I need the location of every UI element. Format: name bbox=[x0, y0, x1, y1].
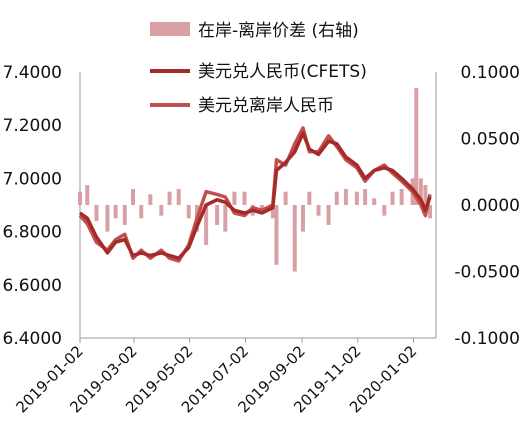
left-tick-label: 7.4000 bbox=[3, 63, 62, 83]
legend-label-cfets: 美元兑人民币(CFETS) bbox=[198, 62, 367, 82]
spread-bar bbox=[242, 191, 247, 205]
right-tick-label: 0.0000 bbox=[461, 196, 520, 216]
right-tick-label: -0.0500 bbox=[454, 263, 520, 283]
spread-bar bbox=[131, 189, 136, 205]
spread-bar bbox=[423, 185, 428, 205]
spread-bar bbox=[215, 205, 220, 225]
spread-bar bbox=[113, 205, 118, 219]
right-tick-label: 0.1000 bbox=[461, 63, 520, 83]
spread-bar bbox=[148, 194, 153, 205]
left-tick-label: 6.6000 bbox=[3, 276, 62, 296]
left-tick-label: 6.4000 bbox=[3, 329, 62, 349]
spread-bar bbox=[85, 185, 90, 205]
spread-bar bbox=[307, 191, 312, 205]
right-tick-label: -0.1000 bbox=[454, 329, 520, 349]
spread-bar bbox=[343, 189, 348, 205]
legend-label-spread: 在岸-离岸价差 (右轴) bbox=[198, 21, 359, 41]
spread-bar bbox=[316, 205, 321, 216]
spread-bar bbox=[122, 205, 127, 225]
left-tick-label: 7.0000 bbox=[3, 169, 62, 189]
spread-bar bbox=[382, 205, 387, 216]
spread-bar bbox=[354, 191, 359, 205]
spread-bar bbox=[78, 191, 82, 205]
spread-bar bbox=[176, 189, 181, 205]
legend-swatch-spread bbox=[150, 22, 190, 36]
series-line-cfets bbox=[78, 131, 432, 260]
fx-lines bbox=[78, 126, 432, 263]
left-tick-label: 6.8000 bbox=[3, 223, 62, 243]
spread-bar bbox=[270, 205, 275, 219]
spread-bar bbox=[274, 205, 279, 265]
spread-bar bbox=[300, 205, 305, 232]
left-tick-label: 7.2000 bbox=[3, 116, 62, 136]
right-axis-ticks: -0.1000 -0.0500 0.0000 0.0500 0.1000 bbox=[454, 63, 520, 349]
spread-bar bbox=[283, 191, 288, 205]
spread-bar bbox=[399, 189, 404, 205]
spread-bar bbox=[204, 205, 209, 245]
spread-bar bbox=[428, 205, 432, 219]
spread-bar bbox=[418, 178, 423, 205]
spread-bar bbox=[372, 198, 377, 205]
spread-bar bbox=[326, 205, 331, 225]
spread-bar bbox=[139, 205, 144, 219]
spread-bar bbox=[186, 205, 191, 219]
spread-bar bbox=[232, 191, 237, 205]
spread-bar bbox=[94, 205, 99, 221]
spread-bar bbox=[223, 205, 228, 232]
spread-bar bbox=[105, 205, 110, 232]
legend-label-offshore: 美元兑离岸人民币 bbox=[198, 96, 334, 116]
spread-bar bbox=[390, 191, 395, 205]
spread-bar bbox=[292, 205, 297, 272]
spread-bar bbox=[414, 87, 419, 205]
spread-bar bbox=[334, 191, 339, 205]
left-axis-ticks: 6.4000 6.6000 6.8000 7.0000 7.2000 7.4000 bbox=[3, 63, 62, 349]
right-tick-label: 0.0500 bbox=[461, 130, 520, 150]
x-axis-ticks: 2019-01-022019-03-022019-05-022019-07-02… bbox=[12, 338, 420, 416]
plot-area bbox=[78, 72, 437, 339]
spread-bar bbox=[167, 191, 172, 205]
spread-bar bbox=[363, 189, 368, 205]
legend: 在岸-离岸价差 (右轴) 美元兑人民币(CFETS) 美元兑离岸人民币 bbox=[150, 21, 367, 116]
spread-bar bbox=[159, 205, 164, 216]
